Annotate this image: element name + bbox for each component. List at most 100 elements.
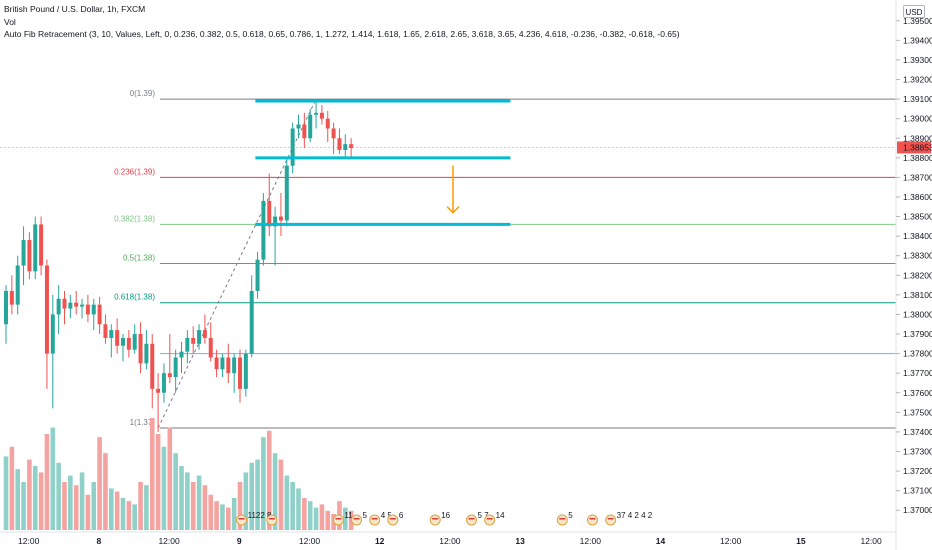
volume-bar — [190, 482, 196, 530]
volume-bar — [278, 459, 284, 530]
volume-bar — [255, 459, 260, 530]
candle-body — [103, 324, 108, 338]
volume-indicator-label[interactable]: Vol — [4, 16, 16, 27]
candle-body — [249, 290, 254, 354]
price-tick-label: 1.37300 — [903, 446, 932, 456]
volume-bar — [161, 446, 167, 530]
us-flag-icon — [266, 514, 278, 526]
us-flag-icon — [369, 514, 381, 526]
candle-body — [62, 298, 67, 309]
volume-bar — [50, 427, 56, 530]
price-tick-label: 1.38200 — [903, 270, 932, 280]
volume-bar — [27, 459, 32, 530]
price-tick-label: 1.39500 — [903, 16, 932, 26]
us-flag-icon — [484, 514, 496, 526]
candle-body — [9, 290, 14, 305]
candle-body — [238, 357, 242, 389]
candle-body — [302, 124, 307, 139]
candle-body — [308, 114, 313, 139]
candle-body — [261, 200, 266, 260]
volume-bar — [261, 437, 266, 530]
current-price-badge — [897, 141, 931, 154]
volume-bar — [296, 488, 301, 530]
us-flag-icon — [387, 514, 399, 526]
volume-bar — [132, 504, 137, 530]
candle-body — [150, 343, 155, 389]
volume-bar — [319, 504, 325, 530]
chart-legend: British Pound / U.S. Dollar, 1h, FXCM Vo… — [4, 3, 680, 41]
time-tick-label: 12:00 — [18, 536, 40, 546]
candle-body — [156, 388, 161, 393]
candle-body — [325, 118, 330, 129]
us-flag-icon — [351, 514, 363, 526]
candle-body — [208, 337, 213, 358]
price-tick-label: 1.38900 — [903, 133, 932, 143]
candle-body — [226, 357, 231, 374]
time-tick-label: 15 — [796, 536, 806, 546]
price-tick-label: 1.37200 — [903, 466, 932, 476]
candle-body — [39, 224, 44, 266]
candle-body — [109, 330, 114, 338]
candle-body — [278, 216, 283, 221]
volume-bar — [179, 466, 184, 530]
flag-stripe-icon — [559, 518, 566, 520]
volume-bar — [302, 498, 307, 530]
volume-bar — [97, 437, 102, 530]
price-tick-label: 1.39000 — [903, 114, 932, 124]
volume-bar — [226, 507, 231, 530]
event-count: 37 4 2 4 2 — [617, 511, 653, 520]
price-tick-label: 1.39100 — [903, 94, 932, 104]
volume-bar — [231, 498, 237, 530]
flag-stripe-icon — [486, 518, 493, 520]
volume-bar — [114, 491, 120, 530]
candle-body — [121, 337, 125, 346]
price-tick-label: 1.37000 — [903, 505, 932, 515]
price-tick-label: 1.38400 — [903, 231, 932, 241]
volume-bar — [155, 434, 161, 530]
us-flag-icon — [236, 514, 248, 526]
volume-bar — [173, 453, 178, 530]
volume-bar — [103, 453, 108, 530]
us-flag-icon — [605, 514, 617, 526]
time-tick-label: 12:00 — [580, 536, 602, 546]
volume-bar — [214, 501, 219, 530]
volume-bar — [196, 475, 202, 530]
volume-bar — [313, 507, 319, 530]
volume-bar — [237, 482, 243, 530]
volume-bar — [126, 501, 132, 530]
candle-body — [91, 304, 96, 315]
price-tick-label: 1.37100 — [903, 486, 932, 496]
event-count: 11 — [344, 511, 353, 520]
volume-bar — [149, 418, 155, 530]
candle-body — [267, 200, 272, 227]
volume-bar — [120, 498, 126, 530]
us-flag-icon — [556, 514, 568, 526]
candle-body — [173, 357, 178, 378]
us-flag-icon — [587, 514, 598, 526]
candle-body — [97, 304, 102, 325]
fib-indicator-label[interactable]: Auto Fib Retracement (3, 10, Values, Lef… — [4, 29, 680, 39]
symbol-title[interactable]: British Pound / U.S. Dollar, 1h, FXCM — [4, 4, 146, 14]
fib-level-label: 0(1.39) — [130, 89, 156, 98]
candle-body — [255, 259, 260, 291]
volume-bar — [56, 462, 61, 530]
flag-stripe-icon — [589, 518, 596, 520]
price-tick-label: 1.38500 — [903, 212, 932, 222]
currency-selector[interactable]: USD — [903, 5, 925, 18]
candle-body — [191, 337, 196, 344]
volume-bar — [220, 504, 225, 530]
candle-body — [337, 138, 342, 150]
volume-bar — [266, 430, 272, 530]
fib-level-label: 0.618(1.38) — [114, 293, 155, 302]
candle-body — [290, 128, 295, 166]
time-tick-label: 13 — [515, 536, 525, 546]
candle-body — [33, 224, 38, 272]
candle-body — [144, 343, 149, 364]
price-tick-label: 1.37800 — [903, 349, 932, 359]
flag-stripe-icon — [353, 518, 360, 520]
volume-bar — [109, 488, 114, 530]
price-tick-label: 1.37700 — [903, 368, 932, 378]
volume-bar — [73, 485, 79, 530]
